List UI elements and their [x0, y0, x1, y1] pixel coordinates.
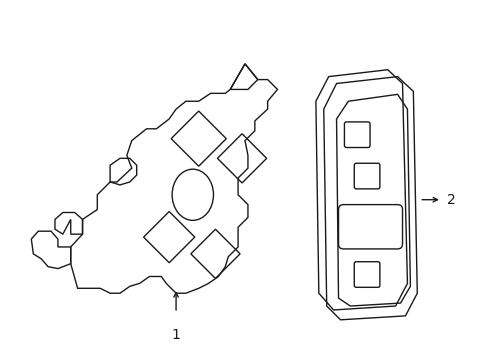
Text: 2: 2 — [446, 193, 455, 207]
Text: 1: 1 — [171, 328, 180, 342]
